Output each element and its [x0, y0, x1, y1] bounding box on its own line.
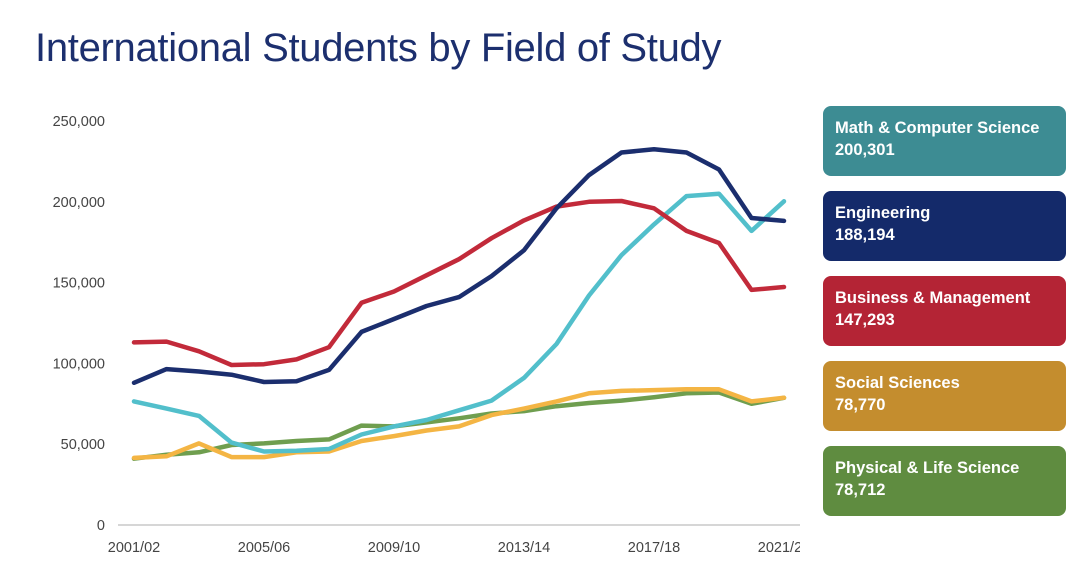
series-line-social-sciences: [131, 387, 787, 461]
legend-series-value: 200,301: [835, 141, 895, 159]
legend-series-name: Social Sciences: [835, 374, 960, 392]
legend-item: Math & Computer Science 200,301: [823, 106, 1066, 176]
legend-series-name: Engineering: [835, 204, 931, 222]
series-lines: [131, 147, 787, 461]
y-tick-label: 250,000: [53, 114, 105, 130]
legend-item: Business & Management 147,293: [823, 276, 1066, 346]
x-tick-label: 2017/18: [628, 540, 680, 556]
legend-series-value: 147,293: [835, 311, 895, 329]
legend-item: Physical & Life Science 78,712: [823, 446, 1066, 516]
legend-item: Social Sciences 78,770: [823, 361, 1066, 431]
legend-series-value: 78,712: [835, 481, 886, 499]
legend-item: Engineering 188,194: [823, 191, 1066, 261]
chart-title: International Students by Field of Study: [35, 26, 722, 70]
y-tick-label: 150,000: [53, 276, 105, 292]
series-line-engineering: [131, 147, 787, 386]
legend-series-value: 188,194: [835, 226, 895, 244]
y-tick-label: 100,000: [53, 356, 105, 372]
series-line-business-management: [131, 198, 787, 368]
x-tick-label: 2001/02: [108, 540, 160, 556]
legend: Math & Computer Science 200,301 Engineerin…: [823, 106, 1066, 531]
y-axis-labels: 0 50,000 100,000 150,000 200,000 250,000: [53, 114, 105, 534]
y-tick-label: 50,000: [61, 437, 105, 453]
legend-series-value: 78,770: [835, 396, 886, 414]
x-tick-label: 2005/06: [238, 540, 290, 556]
x-tick-label: 2009/10: [368, 540, 420, 556]
y-tick-label: 0: [97, 518, 105, 534]
x-tick-label: 2021/22: [758, 540, 800, 556]
legend-series-name: Business & Management: [835, 289, 1031, 307]
x-axis-labels: 2001/02 2005/06 2009/10 2013/14 2017/18 2021/…: [108, 540, 800, 556]
x-tick-label: 2013/14: [498, 540, 550, 556]
y-tick-label: 200,000: [53, 195, 105, 211]
line-chart: 0 50,000 100,000 150,000 200,000 250,000 2001…: [53, 114, 800, 556]
legend-series-name: Math & Computer Science: [835, 119, 1040, 137]
legend-series-name: Physical & Life Science: [835, 459, 1020, 477]
series-line-math-computer-science: [131, 191, 787, 454]
